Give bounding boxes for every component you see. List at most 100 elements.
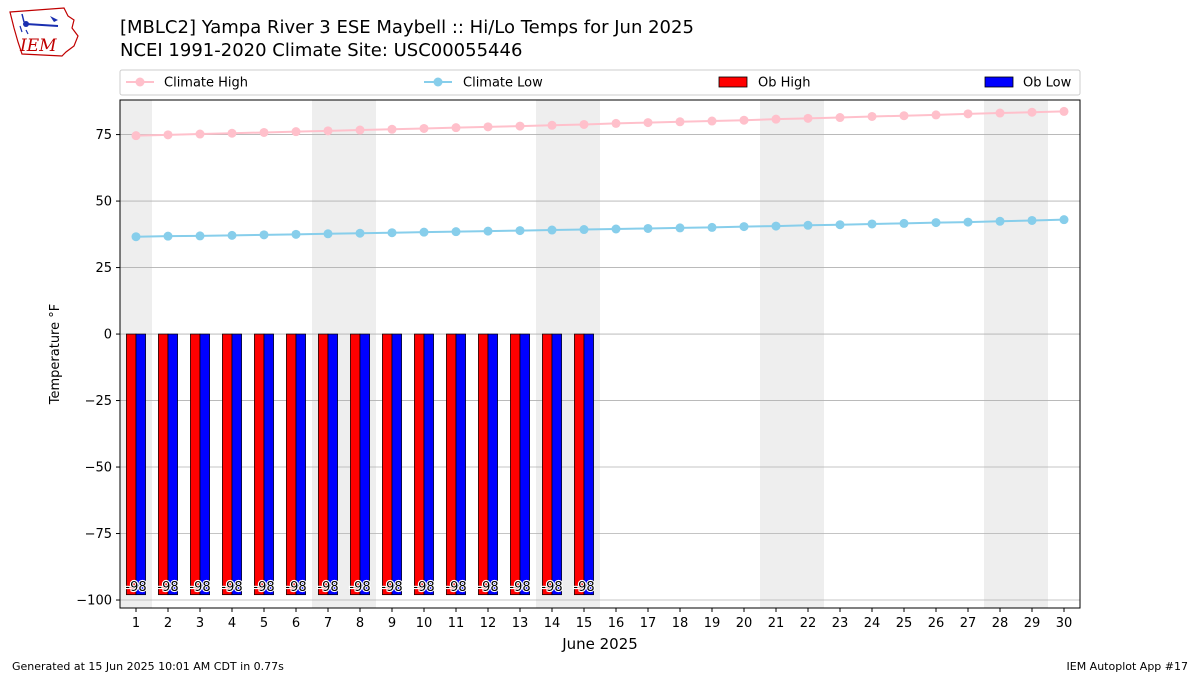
y-axis-label: Temperature °F — [48, 304, 63, 405]
climate-low-point-15 — [579, 225, 589, 235]
climate-high-line — [135, 110, 1065, 137]
climate-low-point-21 — [771, 221, 781, 231]
climate-high-point-11 — [451, 123, 461, 133]
climate-high-point-1 — [131, 131, 141, 141]
ob-low-bar-13 — [519, 333, 530, 596]
climate-low-point-24 — [867, 219, 877, 229]
ob-high-bar-15 — [574, 333, 585, 596]
climate-high-point-24 — [867, 111, 877, 121]
x-tick-label-9: 9 — [388, 616, 396, 631]
x-axis-label: June 2025 — [561, 635, 638, 653]
legend-label-ob-low: Ob Low — [1023, 76, 1072, 91]
x-tick-label-28: 28 — [992, 616, 1009, 631]
climate-high-point-19 — [707, 116, 717, 126]
data-label-4: -98 — [221, 580, 242, 595]
climate-high-point-10 — [419, 123, 429, 133]
chart-subtitle: NCEI 1991-2020 Climate Site: USC00055446 — [120, 40, 523, 61]
x-tick-label-12: 12 — [480, 616, 497, 631]
ob-low-bar-3 — [199, 333, 210, 596]
climate-low-point-13 — [515, 226, 525, 236]
climate-low-point-11 — [451, 227, 461, 237]
x-tick-label-30: 30 — [1056, 616, 1073, 631]
data-label-7: -98 — [317, 580, 338, 595]
ob-high-bar-14 — [542, 333, 553, 596]
ob-low-bar-8 — [359, 333, 370, 596]
climate-high-point-12 — [483, 122, 493, 132]
y-tick-label-50: 50 — [95, 195, 112, 210]
climate-low-point-26 — [931, 218, 941, 228]
climate-high-point-16 — [611, 118, 621, 128]
y-tick-label-75: 75 — [95, 128, 112, 143]
weekend-band-3 — [760, 100, 824, 608]
y-tick-label--50: −50 — [85, 461, 112, 476]
x-tick-label-6: 6 — [292, 616, 300, 631]
x-tick-label-19: 19 — [704, 616, 721, 631]
x-tick-label-25: 25 — [896, 616, 913, 631]
y-tick-label--75: −75 — [85, 527, 112, 542]
climate-high-point-2 — [163, 130, 173, 140]
ob-high-bar-12 — [478, 333, 489, 596]
climate-high-point-25 — [899, 111, 909, 121]
x-tick-label-14: 14 — [544, 616, 561, 631]
climate-high-point-30 — [1059, 106, 1069, 116]
x-tick-label-24: 24 — [864, 616, 881, 631]
climate-high-point-7 — [323, 126, 333, 136]
data-label-14: -98 — [541, 580, 562, 595]
chart-title: [MBLC2] Yampa River 3 ESE Maybell :: Hi/… — [120, 17, 694, 38]
legend-item-ob-high: Ob High — [718, 76, 811, 91]
climate-low-point-23 — [835, 220, 845, 230]
climate-high-point-21 — [771, 114, 781, 124]
climate-low-point-6 — [291, 229, 301, 239]
ob-bars — [126, 333, 594, 596]
gridlines — [120, 134, 1080, 601]
climate-lines — [131, 106, 1069, 242]
climate-high-point-14 — [547, 120, 557, 130]
y-tick-label-25: 25 — [95, 261, 112, 276]
ob-high-bar-8 — [350, 333, 361, 596]
climate-low-point-8 — [355, 228, 365, 238]
climate-low-point-1 — [131, 232, 141, 242]
x-tick-label-11: 11 — [448, 616, 465, 631]
ob-high-bar-4 — [222, 333, 233, 596]
x-tick-label-15: 15 — [576, 616, 593, 631]
climate-high-point-6 — [291, 127, 301, 137]
legend-item-climate-low: Climate Low — [424, 76, 543, 91]
climate-low-point-17 — [643, 223, 653, 233]
x-tick-label-1: 1 — [132, 616, 140, 631]
climate-low-point-28 — [995, 216, 1005, 226]
data-label-12: -98 — [477, 580, 498, 595]
x-tick-label-8: 8 — [356, 616, 364, 631]
climate-low-point-20 — [739, 222, 749, 232]
climate-high-point-8 — [355, 125, 365, 135]
iem-logo: IEM — [9, 7, 79, 57]
climate-high-point-3 — [195, 129, 205, 139]
climate-high-point-22 — [803, 113, 813, 123]
climate-low-point-10 — [419, 227, 429, 237]
ob-low-bar-1 — [135, 333, 146, 596]
bar-data-labels: -98 -98 -98 -98 -98 -98 -98 -98 -98 -98 -98 -98 -98-… — [124, 579, 595, 596]
climate-low-point-3 — [195, 231, 205, 241]
data-label-15: -98 — [573, 580, 594, 595]
climate-low-point-12 — [483, 226, 493, 236]
ob-high-bar-3 — [190, 333, 201, 596]
ob-low-bar-15 — [583, 333, 594, 596]
data-label-8: -98 — [349, 580, 370, 595]
climate-low-point-29 — [1027, 215, 1037, 225]
x-tick-label-21: 21 — [768, 616, 785, 631]
ob-high-bar-9 — [382, 333, 393, 596]
ob-low-bar-12 — [487, 333, 498, 596]
legend-frame — [119, 69, 1081, 96]
ob-low-bar-4 — [231, 333, 242, 596]
data-label-9: -98 — [381, 580, 402, 595]
x-tick-label-2: 2 — [164, 616, 172, 631]
ob-low-bar-5 — [263, 333, 274, 596]
climate-low-point-2 — [163, 231, 173, 241]
x-tick-label-18: 18 — [672, 616, 689, 631]
legend-item-climate-high: Climate High — [126, 76, 248, 91]
ob-high-bar-11 — [446, 333, 457, 596]
ob-low-bar-11 — [455, 333, 466, 596]
ob-low-bar-2 — [167, 333, 178, 596]
data-label-5: -98 — [253, 580, 274, 595]
x-tick-label-4: 4 — [228, 616, 236, 631]
climate-low-point-16 — [611, 224, 621, 234]
